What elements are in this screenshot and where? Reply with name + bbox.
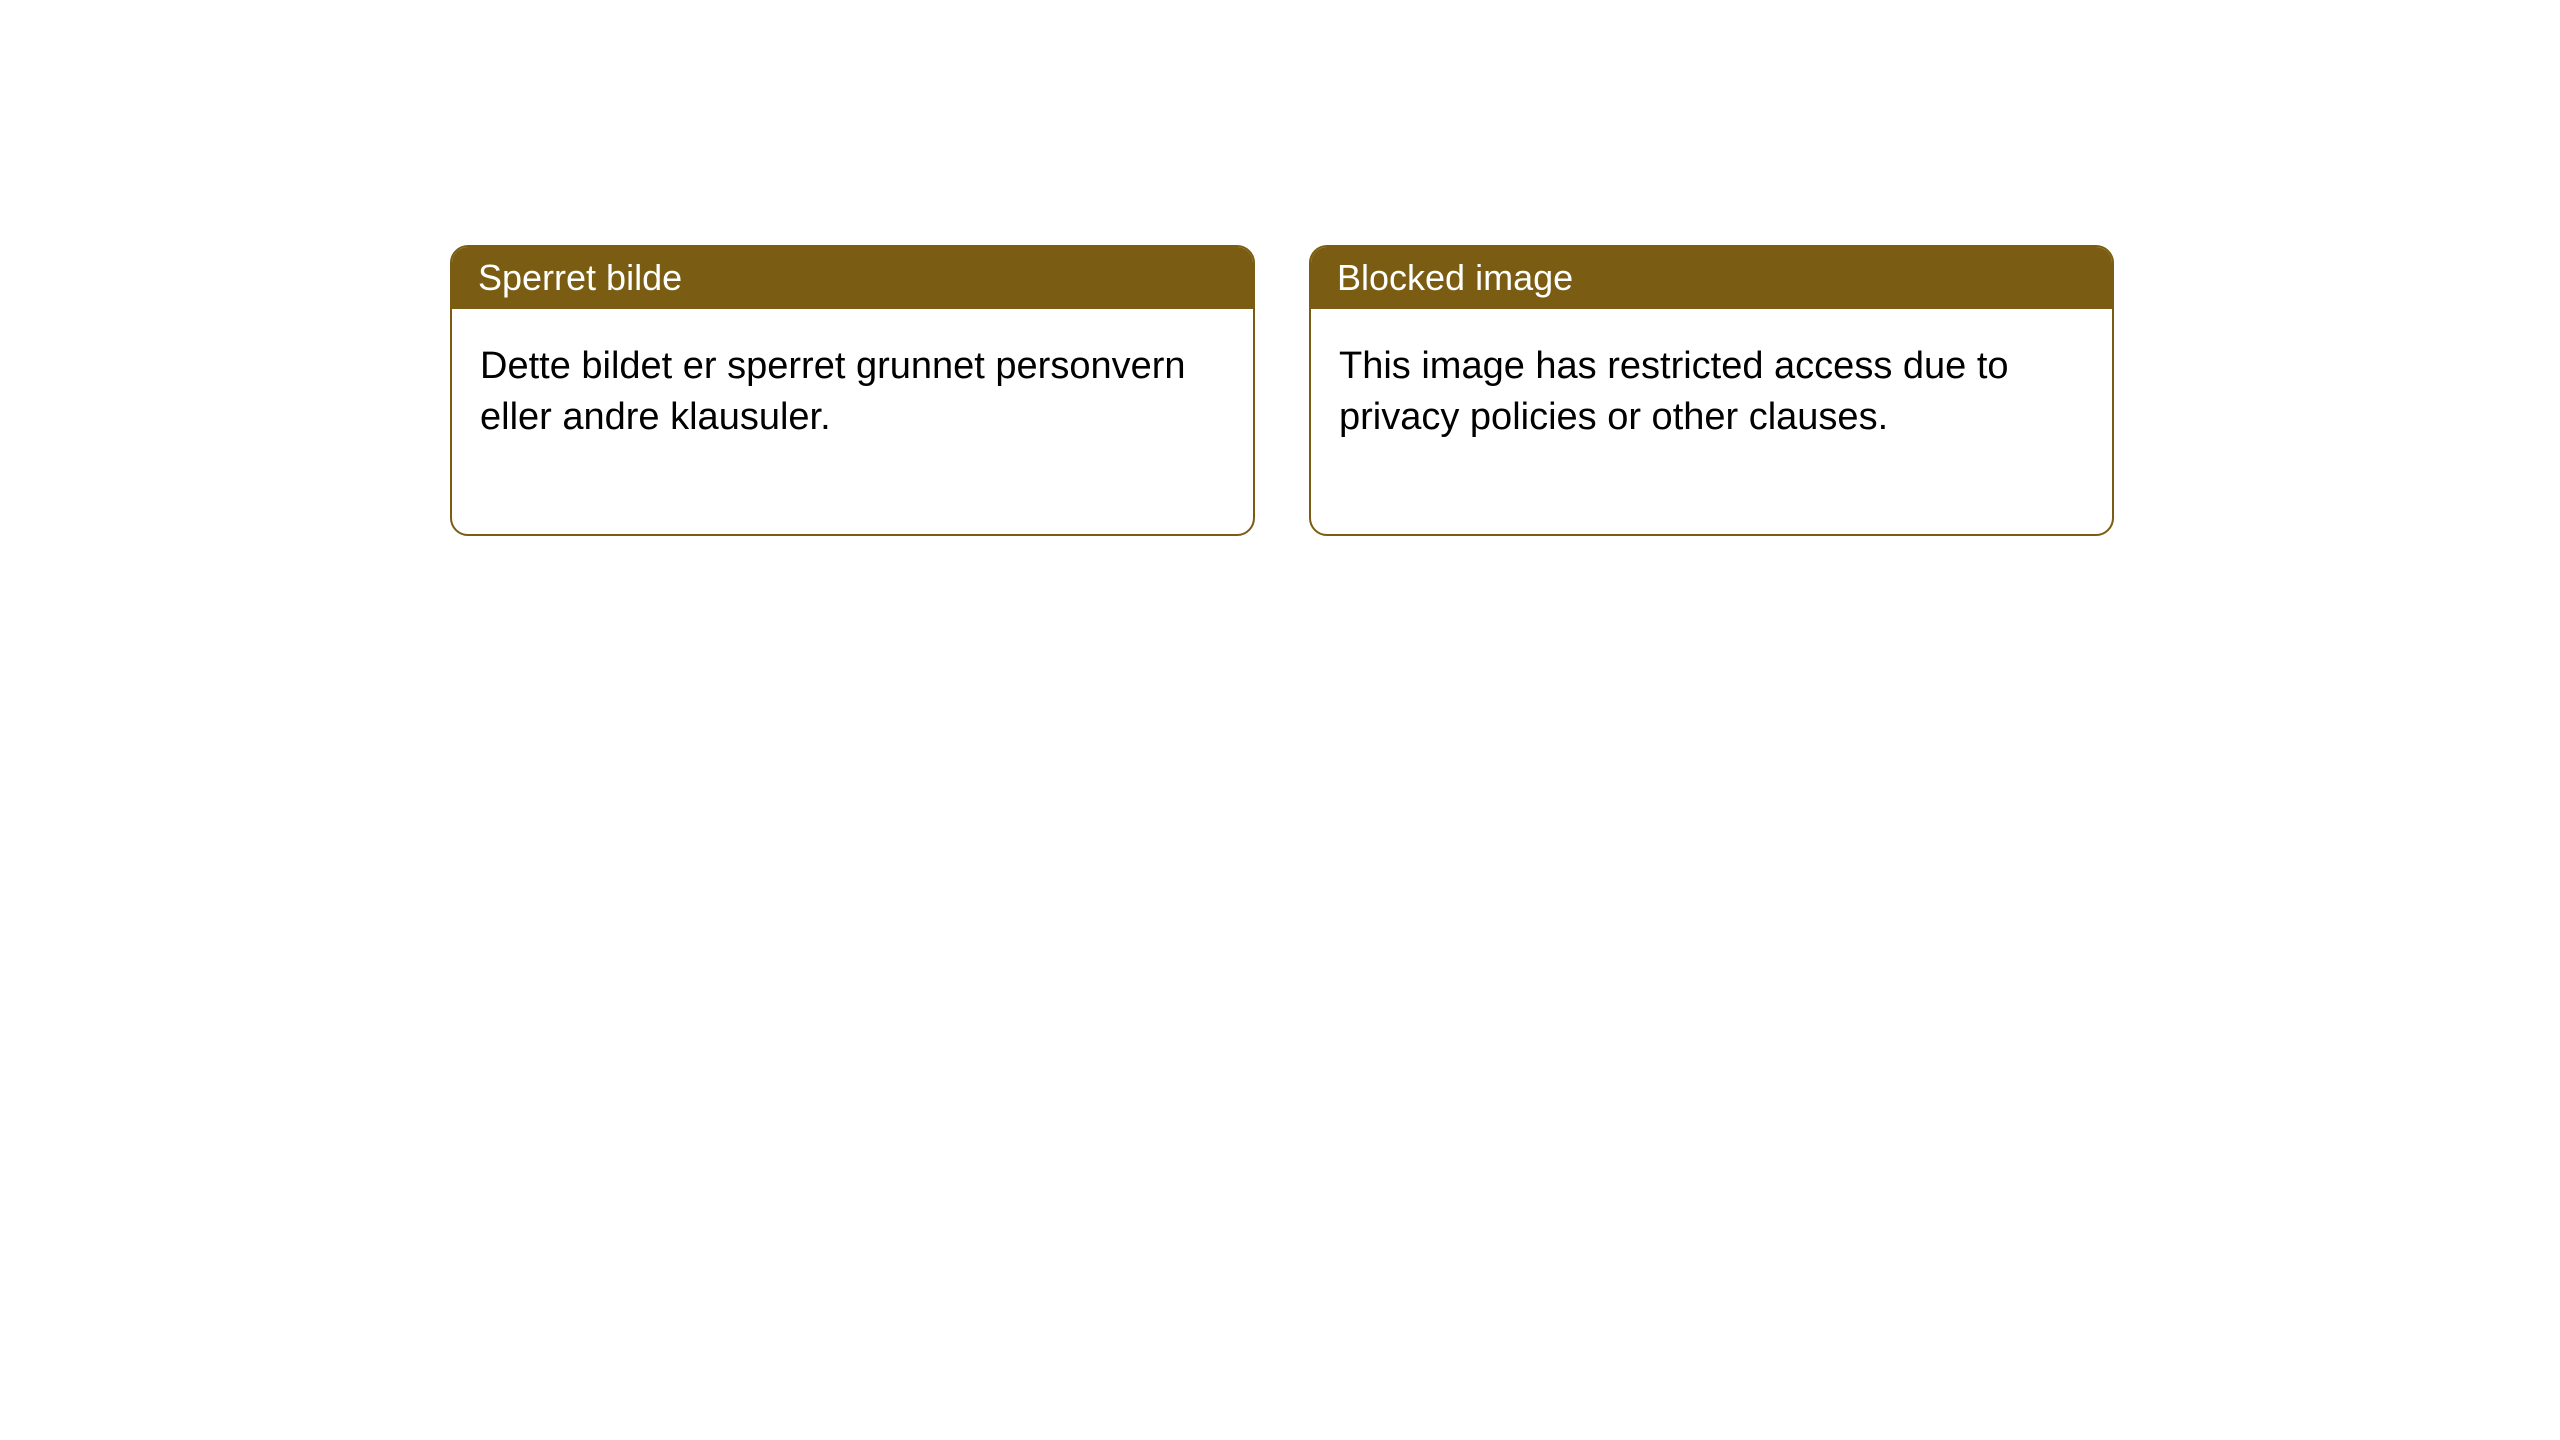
notice-card-english: Blocked image This image has restricted …: [1309, 245, 2114, 536]
notice-header-norwegian: Sperret bilde: [452, 247, 1253, 309]
notice-header-english: Blocked image: [1311, 247, 2112, 309]
notice-card-norwegian: Sperret bilde Dette bildet er sperret gr…: [450, 245, 1255, 536]
notice-body-norwegian: Dette bildet er sperret grunnet personve…: [452, 309, 1253, 534]
notice-container: Sperret bilde Dette bildet er sperret gr…: [450, 245, 2114, 536]
notice-body-english: This image has restricted access due to …: [1311, 309, 2112, 534]
